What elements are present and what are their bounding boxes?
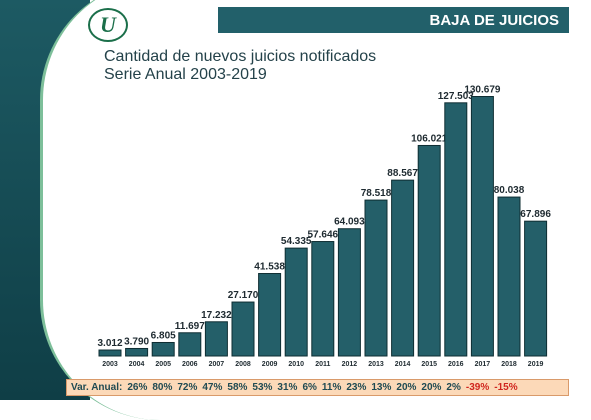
data-label-2009: 41.538 — [254, 262, 285, 273]
bar-chart: 3.012 2003 3.790 2004 6.805 2005 11.697 2006 17.… — [97, 85, 551, 368]
variation-value: 80% — [152, 382, 173, 393]
data-label-2006: 11.697 — [175, 321, 205, 332]
bar-2010 — [284, 247, 308, 357]
chart-subtitle: Serie Anual 2003-2019 — [104, 66, 267, 83]
variation-value: 13% — [371, 382, 392, 393]
variation-value: 6% — [302, 382, 317, 393]
tick-label-2018: 2018 — [501, 361, 517, 368]
tick-label-2010: 2010 — [288, 361, 304, 368]
variation-items: 26% 80% 72% 47% 58% 53% 31% 6% 11% 23% 13% 20% 20% 2%… — [122, 382, 517, 393]
data-label-2014: 88.567 — [387, 168, 418, 179]
bar-2016 — [444, 102, 468, 357]
tick-label-2009: 2009 — [262, 361, 278, 368]
data-label-2003: 3.012 — [97, 338, 122, 349]
variation-value: 20% — [396, 382, 417, 393]
variation-value: 20% — [421, 382, 442, 393]
variation-value: 23% — [346, 382, 367, 393]
variation-value: 47% — [202, 382, 223, 393]
variation-value: 53% — [252, 382, 273, 393]
variation-value: 11% — [321, 382, 342, 393]
tick-label-2015: 2015 — [421, 361, 437, 368]
variation-label: Var. Anual: — [71, 382, 123, 393]
data-label-2015: 106.021 — [411, 133, 448, 144]
tick-label-2003: 2003 — [102, 361, 118, 368]
tick-label-2006: 2006 — [182, 361, 198, 368]
data-label-2008: 27.170 — [228, 290, 259, 301]
variation-value: -15% — [494, 382, 518, 393]
bar-2007 — [204, 321, 228, 357]
variation-value: 58% — [227, 382, 248, 393]
bar-2005 — [151, 341, 175, 357]
header-bar: BAJA DE JUICIOS — [218, 7, 569, 33]
data-label-2016: 127.503 — [438, 91, 475, 102]
data-label-2019: 67.896 — [520, 209, 551, 220]
variation-value: 26% — [127, 382, 148, 393]
data-label-2004: 3.790 — [124, 336, 149, 347]
chart-title: Cantidad de nuevos juicios notificados — [104, 48, 377, 65]
variation-value: 31% — [277, 382, 298, 393]
annual-variation-bar: Var. Anual: 26% 80% 72% 47% 58% 53% 31% 6% 11% 23… — [66, 379, 569, 396]
tick-label-2014: 2014 — [395, 361, 411, 368]
tick-label-2011: 2011 — [315, 361, 330, 368]
bar-2008 — [231, 301, 255, 357]
tick-label-2012: 2012 — [342, 361, 358, 368]
bar-2012 — [337, 228, 361, 357]
tick-label-2005: 2005 — [155, 361, 171, 368]
bar-2019 — [524, 220, 548, 357]
tick-label-2016: 2016 — [448, 361, 464, 368]
bar-2013 — [364, 199, 388, 357]
data-label-2013: 78.518 — [361, 188, 392, 199]
chart-title-block: Cantidad de nuevos juicios notificados S… — [104, 48, 376, 84]
data-label-2010: 54.335 — [281, 236, 312, 247]
data-label-2005: 6.805 — [151, 330, 176, 341]
bar-2011 — [311, 241, 335, 357]
bar-2014 — [391, 179, 415, 357]
bar-2018 — [497, 196, 521, 357]
tick-label-2013: 2013 — [368, 361, 384, 368]
tick-label-2017: 2017 — [475, 361, 491, 368]
bar-2017 — [470, 96, 494, 357]
bar-2015 — [417, 144, 441, 357]
tick-label-2007: 2007 — [209, 361, 225, 368]
data-label-2012: 64.093 — [334, 217, 365, 228]
bar-2006 — [178, 332, 202, 357]
tick-label-2008: 2008 — [235, 361, 251, 368]
data-label-2018: 80.038 — [494, 185, 525, 196]
bar-2009 — [258, 273, 282, 357]
data-label-2017: 130.679 — [464, 85, 501, 96]
bar-2003 — [98, 349, 122, 357]
page-title: BAJA DE JUICIOS — [429, 11, 559, 29]
variation-value: 72% — [177, 382, 198, 393]
bar-2004 — [125, 347, 149, 357]
variation-value: -39% — [465, 382, 490, 393]
tick-label-2004: 2004 — [129, 361, 145, 368]
brand-logo: U — [88, 8, 128, 42]
data-label-2011: 57.646 — [308, 230, 339, 241]
tick-label-2019: 2019 — [528, 361, 544, 368]
variation-value: 2% — [446, 382, 461, 393]
logo-letter: U — [100, 12, 116, 37]
data-label-2007: 17.232 — [201, 310, 232, 321]
